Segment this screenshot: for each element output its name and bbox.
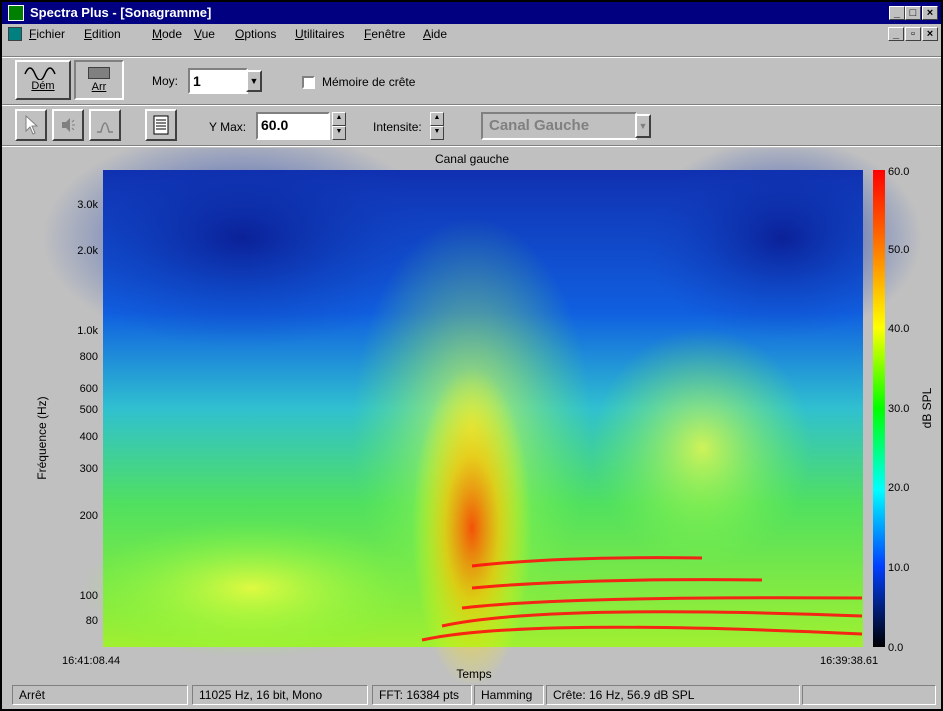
status-fft: FFT: 16384 pts	[372, 685, 472, 705]
start-button[interactable]: Dém	[15, 60, 71, 100]
menu-options[interactable]: Options	[235, 27, 277, 41]
x-end-label: 16:39:38.61	[820, 655, 878, 667]
avg-label: Moy:	[152, 74, 179, 88]
speaker-button[interactable]	[52, 109, 84, 141]
arrow-cursor-icon	[25, 114, 39, 135]
y-axis-label: Fréquence (Hz)	[35, 396, 49, 479]
status-window: Hamming	[474, 685, 544, 705]
colorbar-label: dB SPL	[920, 387, 934, 428]
intensity-up-arrow[interactable]: ▲	[430, 112, 444, 126]
menu-utilitaires[interactable]: Utilitaires	[295, 27, 345, 41]
doc-restore-button[interactable]: ▫	[905, 27, 921, 41]
start-button-label: Dém	[31, 80, 55, 92]
y-tick-label: 80	[86, 615, 98, 627]
y-tick-labels: 3.0k 2.0k 1.0k 800 600 500 400 300 200 1…	[77, 199, 98, 627]
doc-minimize-button[interactable]: _	[888, 27, 904, 41]
display-settings-button[interactable]	[145, 109, 177, 141]
intensity-spinner[interactable]: ▲ ▼	[430, 112, 444, 140]
plot-area: Canal gauche 3.0k 2.0k 1.0k 800 600 5	[2, 148, 941, 683]
menu-bar: Fichier Edition Mode Vue Options Utilita…	[2, 24, 941, 44]
y-tick-label: 500	[80, 404, 98, 416]
doc-close-button[interactable]: ×	[922, 27, 938, 41]
intensity-label: Intensite:	[373, 120, 422, 134]
stop-button[interactable]: Arr	[74, 60, 124, 100]
app-icon[interactable]	[8, 5, 24, 21]
colorbar	[873, 170, 885, 647]
spectrogram-chart[interactable]: Canal gauche 3.0k 2.0k 1.0k 800 600 5	[2, 148, 941, 683]
channel-dropdown[interactable]: Canal Gauche	[481, 112, 637, 140]
channel-value: Canal Gauche	[489, 117, 590, 134]
menu-mode[interactable]: Mode	[152, 27, 183, 41]
menu-fichier[interactable]: Fichier	[29, 27, 66, 41]
colorbar-tick-label: 0.0	[888, 642, 903, 654]
window-title: Spectra Plus - [Sonagramme]	[30, 5, 212, 20]
status-state: Arrêt	[12, 685, 188, 705]
minimize-button[interactable]: _	[889, 6, 905, 20]
plot-title: Canal gauche	[435, 152, 509, 166]
colorbar-tick-label: 30.0	[888, 403, 909, 415]
x-axis-label: Temps	[456, 667, 491, 681]
colorbar-tick-label: 50.0	[888, 244, 909, 256]
ymax-value: 60.0	[261, 117, 289, 133]
intensity-down-arrow[interactable]: ▼	[430, 126, 444, 140]
document-icon[interactable]	[8, 27, 22, 41]
stop-button-label: Arr	[91, 81, 107, 93]
y-tick-label: 100	[80, 590, 98, 602]
colorbar-ticks: 60.0 50.0 40.0 30.0 20.0 10.0 0.0	[888, 166, 909, 654]
menu-edition[interactable]: Edition	[84, 27, 121, 41]
avg-dropdown[interactable]: 1	[188, 68, 248, 94]
colorbar-tick-label: 60.0	[888, 166, 909, 178]
x-start-label: 16:41:08.44	[62, 655, 120, 667]
y-tick-label: 400	[80, 431, 98, 443]
avg-dropdown-arrow[interactable]: ▼	[246, 70, 262, 92]
title-bar[interactable]: Spectra Plus - [Sonagramme] _ □ ×	[2, 2, 941, 24]
y-tick-label: 3.0k	[77, 199, 98, 211]
y-tick-label: 2.0k	[77, 245, 98, 257]
ymax-up-arrow[interactable]: ▲	[332, 112, 346, 126]
close-button[interactable]: ×	[922, 6, 938, 20]
speaker-icon	[62, 118, 75, 132]
y-tick-label: 600	[80, 383, 98, 395]
peak-icon	[97, 122, 113, 133]
y-tick-label: 800	[80, 351, 98, 363]
colorbar-tick-label: 20.0	[888, 482, 909, 494]
menu-aide[interactable]: Aide	[423, 27, 448, 41]
ymax-spinner[interactable]: ▲ ▼	[332, 112, 346, 140]
status-peak: Crête: 16 Hz, 56.9 dB SPL	[546, 685, 800, 705]
waveform-icon	[24, 67, 56, 80]
y-tick-label: 300	[80, 463, 98, 475]
status-format: 11025 Hz, 16 bit, Mono	[192, 685, 368, 705]
ymax-down-arrow[interactable]: ▼	[332, 126, 346, 140]
cursor-tool-button[interactable]	[15, 109, 47, 141]
menu-vue[interactable]: Vue	[194, 27, 215, 41]
avg-value: 1	[193, 73, 201, 89]
panel-icon	[153, 115, 169, 135]
status-empty	[802, 685, 936, 705]
y-tick-label: 1.0k	[77, 325, 98, 337]
colorbar-tick-label: 40.0	[888, 323, 909, 335]
menu-fenetre[interactable]: Fenêtre	[364, 27, 406, 41]
ymax-input[interactable]: 60.0	[256, 112, 330, 140]
colorbar-tick-label: 10.0	[888, 562, 909, 574]
peak-memory-label: Mémoire de crête	[322, 75, 416, 89]
maximize-button[interactable]: □	[905, 6, 921, 20]
ymax-label: Y Max:	[209, 120, 247, 134]
peak-memory-checkbox[interactable]	[302, 76, 315, 89]
status-bar: Arrêt 11025 Hz, 16 bit, Mono FFT: 16384 …	[4, 685, 939, 707]
channel-dropdown-arrow[interactable]: ▼	[635, 114, 651, 138]
y-tick-label: 200	[80, 510, 98, 522]
stop-icon	[88, 67, 110, 79]
peak-tool-button[interactable]	[89, 109, 121, 141]
